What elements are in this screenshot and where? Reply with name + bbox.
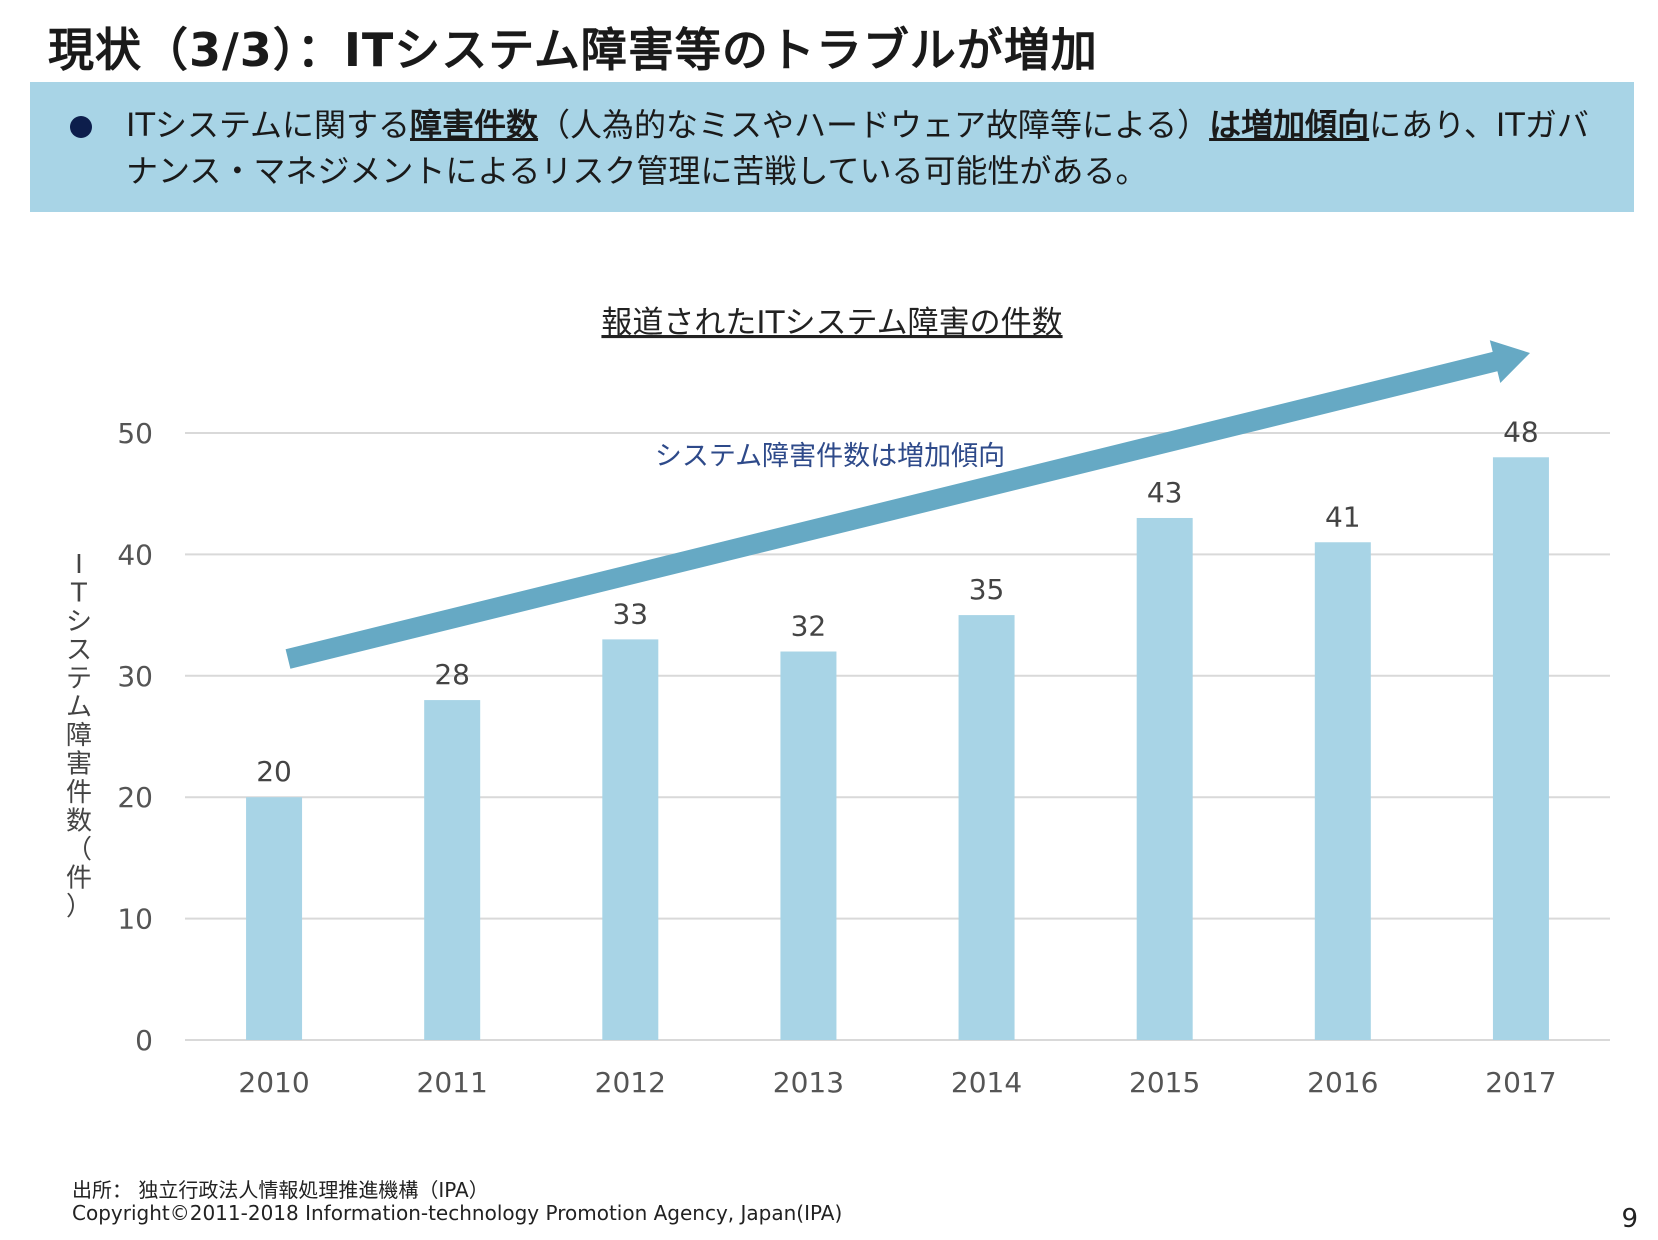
- bar: [246, 797, 303, 1040]
- data-label: 28: [434, 658, 470, 691]
- summary-text: ITシステムに関する障害件数（人為的なミスやハードウェア故障等による）は増加傾向…: [126, 102, 1596, 194]
- x-tick-label: 2017: [1485, 1066, 1556, 1099]
- bullet-icon: [70, 116, 92, 138]
- x-tick-label: 2011: [417, 1066, 488, 1099]
- x-axis-tick-labels: 2010 2011 2012 2013 2014 2015 2016 2017: [238, 1066, 1556, 1099]
- bar: [958, 615, 1015, 1040]
- page-number: 9: [1621, 1204, 1638, 1234]
- bar: [602, 639, 659, 1040]
- trend-annotation: システム障害件数は増加傾向: [655, 441, 1005, 472]
- data-label: 20: [256, 755, 292, 788]
- data-label: 35: [969, 573, 1005, 606]
- bar: [780, 651, 837, 1040]
- y-axis-label: I T システム障害件数（件）: [66, 550, 92, 922]
- data-label: 48: [1503, 415, 1539, 448]
- y-tick-label: 20: [117, 781, 153, 814]
- chart-title: 報道されたITシステム障害の件数: [601, 305, 1062, 341]
- x-tick-label: 2012: [595, 1066, 666, 1099]
- bar: [1492, 457, 1549, 1040]
- copyright-note: Copyright©2011-2018 Information-technolo…: [72, 1201, 843, 1225]
- page-title: 現状（3/3）：ITシステム障害等のトラブルが増加: [48, 23, 1098, 77]
- grid-lines: [185, 432, 1610, 1041]
- y-tick-label: 0: [135, 1024, 153, 1057]
- bars: [246, 457, 1549, 1040]
- data-label: 43: [1147, 476, 1183, 509]
- y-tick-label: 50: [117, 417, 153, 450]
- x-tick-label: 2010: [238, 1066, 309, 1099]
- y-tick-label: 30: [117, 660, 153, 693]
- data-label: 41: [1325, 500, 1361, 533]
- summary-part-3: にあり、ITガバナンス・マネジメントによるリスク管理に苦戦している可能性がある。: [126, 106, 1589, 190]
- summary-emphasis-1: 障害件数: [410, 106, 539, 144]
- x-tick-label: 2014: [951, 1066, 1022, 1099]
- summary-part-1: ITシステムに関する: [126, 106, 411, 144]
- bar: [1314, 542, 1371, 1040]
- x-tick-label: 2016: [1307, 1066, 1378, 1099]
- bar: [1136, 517, 1193, 1040]
- y-tick-label: 10: [117, 903, 153, 936]
- summary-emphasis-2: は増加傾向: [1209, 106, 1370, 144]
- trend-arrow: [285, 340, 1531, 669]
- source-note: 出所： 独立行政法人情報処理推進機構（IPA）: [72, 1178, 489, 1202]
- data-label: 32: [791, 610, 827, 643]
- data-labels: 20 28 33 32 35 43 41 48: [256, 415, 1539, 788]
- y-axis-tick-labels: 0 10 20 30 40 50: [117, 417, 153, 1057]
- x-tick-label: 2013: [773, 1066, 844, 1099]
- bar: [424, 700, 481, 1040]
- y-tick-label: 40: [117, 538, 153, 571]
- summary-part-2: （人為的なミスやハードウェア故障等による）: [538, 106, 1210, 144]
- trend-arrow-icon: [285, 340, 1531, 669]
- data-label: 33: [612, 597, 648, 630]
- x-tick-label: 2015: [1129, 1066, 1200, 1099]
- summary-box: ITシステムに関する障害件数（人為的なミスやハードウェア故障等による）は増加傾向…: [30, 82, 1634, 212]
